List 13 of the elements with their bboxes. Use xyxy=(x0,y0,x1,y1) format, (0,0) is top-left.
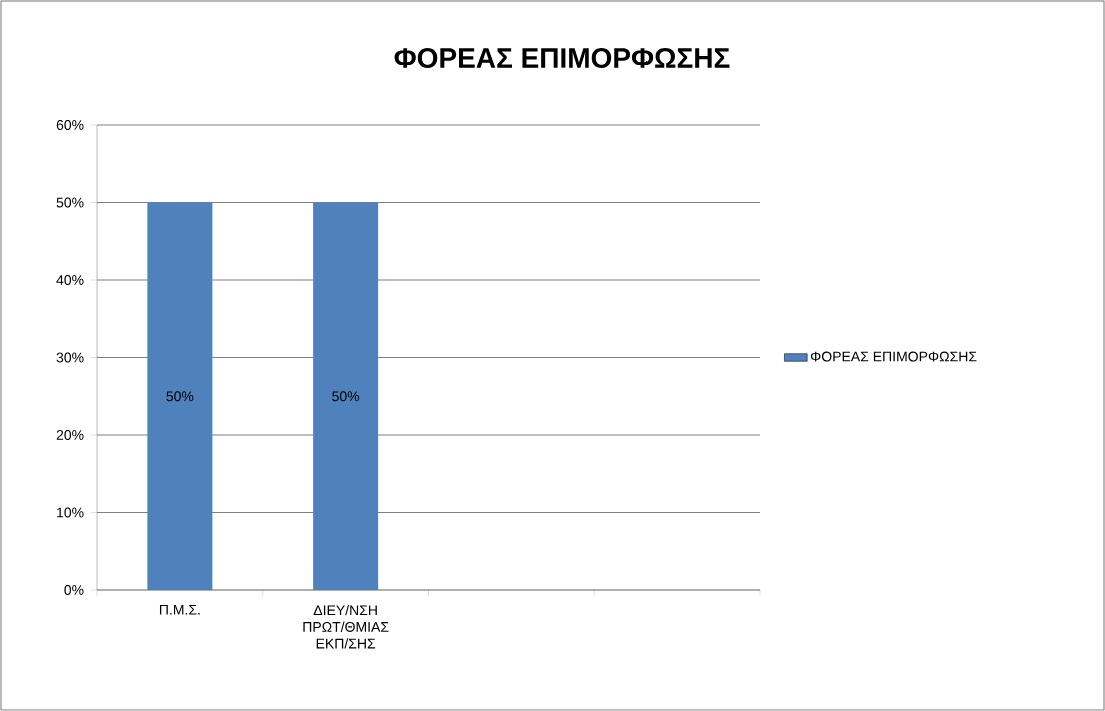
y-tick-label: 20% xyxy=(56,430,84,440)
y-tick-label: 10% xyxy=(57,507,84,518)
y-tick-label: 40% xyxy=(56,275,84,285)
y-tick-label: 30% xyxy=(56,352,84,363)
y-tick-label: 50% xyxy=(56,197,84,208)
legend-label: ΦΟΡΕΑΣ ΕΠΙΜΟΡΦΩΣΗΣ xyxy=(810,351,977,362)
y-tick-label: 60% xyxy=(56,120,84,130)
data-label: 50% xyxy=(166,391,194,402)
y-tick-label: 0% xyxy=(64,585,84,595)
data-label: 50% xyxy=(332,391,360,402)
x-tick-label: Π.Μ.Σ. xyxy=(159,604,200,615)
chart-title: ΦΟΡΕΑΣ ΕΠΙΜΟΡΦΩΣΗΣ xyxy=(394,48,730,68)
x-tick-label: ΔΙΕΥ/ΝΣΗ ΠΡΩΤ/ΘΜΙΑΣ ΕΚΠ/ΣΗΣ xyxy=(303,604,389,649)
